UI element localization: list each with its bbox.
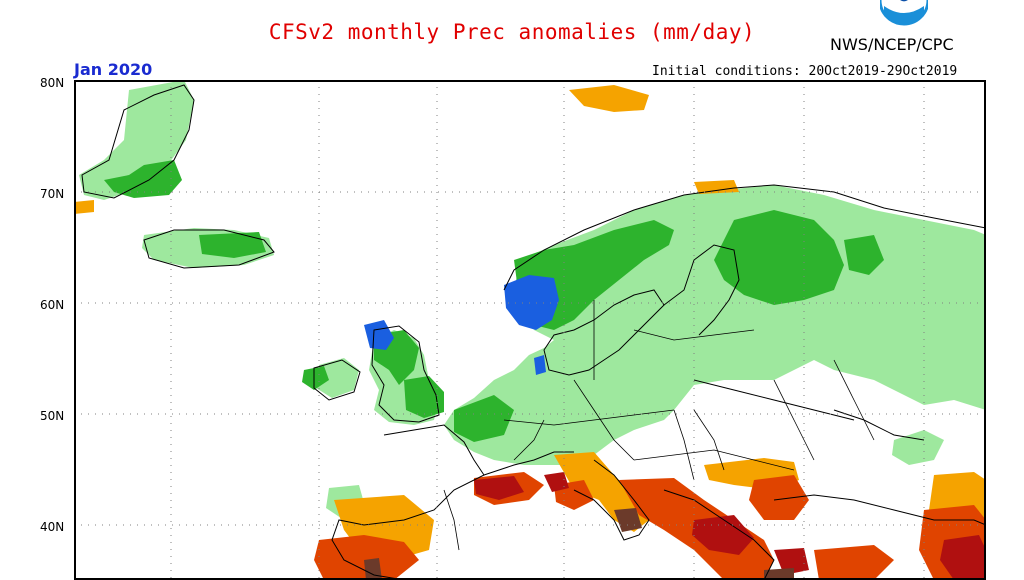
initial-conditions-label: Initial conditions: 20Oct2019-29Oct2019 [652,64,958,79]
wet-strong-regions [364,275,559,375]
lat-label-70n: 70N [40,187,65,201]
graticule-lines [74,80,986,580]
lat-label-50n: 50N [40,409,65,423]
target-month-label: Jan 2020 [74,60,153,79]
anomaly-map [74,80,986,580]
lat-label-80n: 80N [40,76,65,90]
lat-label-60n: 60N [40,298,65,312]
lat-label-40n: 40N [40,520,65,534]
organization-label: NWS/NCEP/CPC [830,35,954,54]
country-borders [443,300,875,551]
noaa-logo-icon [880,0,928,26]
dry-strong-regions [474,472,986,580]
map-title: CFSv2 monthly Prec anomalies (mm/day) [268,20,756,44]
coastlines [81,84,986,580]
